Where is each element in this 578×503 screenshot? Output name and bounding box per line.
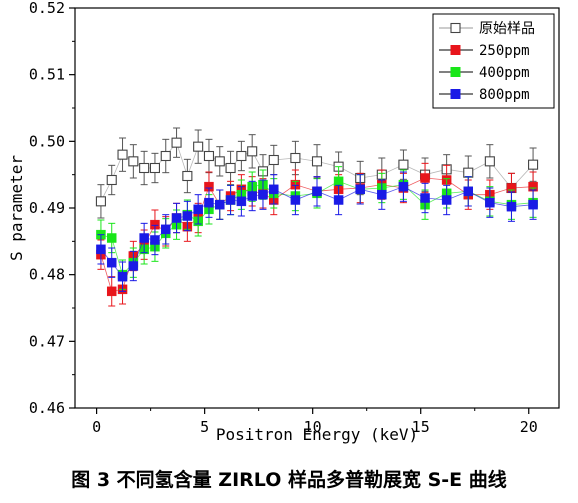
y-tick-label: 0.49 bbox=[29, 199, 65, 217]
legend-label: 400ppm bbox=[479, 65, 530, 81]
series-layer bbox=[95, 127, 539, 307]
data-point bbox=[128, 261, 139, 271]
data-point bbox=[236, 150, 247, 162]
legend-label: 800ppm bbox=[479, 87, 530, 103]
data-point bbox=[225, 195, 236, 205]
data-point bbox=[247, 146, 258, 157]
data-point bbox=[214, 156, 225, 167]
legend-marker bbox=[450, 22, 461, 34]
data-point bbox=[149, 162, 160, 174]
data-point bbox=[333, 195, 344, 205]
data-point bbox=[333, 176, 344, 187]
legend-marker bbox=[450, 89, 461, 99]
data-point bbox=[128, 156, 139, 167]
legend: 原始样品 250ppm 400ppm 800ppm bbox=[432, 13, 555, 109]
data-point bbox=[160, 150, 171, 162]
data-point bbox=[247, 191, 257, 201]
data-point bbox=[106, 174, 117, 186]
y-tick-label: 0.52 bbox=[29, 0, 65, 17]
data-point bbox=[106, 233, 117, 243]
data-point bbox=[139, 233, 149, 243]
data-point bbox=[311, 156, 323, 167]
data-point bbox=[150, 235, 160, 245]
data-point bbox=[171, 137, 182, 148]
x-tick-label: 0 bbox=[92, 418, 101, 436]
data-point bbox=[485, 197, 495, 208]
data-point bbox=[463, 186, 473, 197]
data-point bbox=[95, 196, 106, 207]
data-point bbox=[258, 189, 268, 200]
legend-marker bbox=[450, 67, 461, 77]
data-point bbox=[236, 196, 247, 207]
data-point bbox=[203, 150, 215, 162]
series-4 bbox=[96, 171, 538, 292]
legend-item: 250ppm bbox=[439, 43, 530, 59]
legend-marker bbox=[450, 45, 461, 55]
data-point bbox=[528, 199, 538, 210]
data-point bbox=[117, 271, 128, 282]
y-tick-label: 0.46 bbox=[29, 399, 65, 417]
legend-label: 250ppm bbox=[479, 43, 530, 59]
data-point bbox=[398, 181, 409, 192]
y-tick-label: 0.51 bbox=[29, 66, 65, 84]
data-point bbox=[139, 162, 150, 174]
x-tick-label: 10 bbox=[304, 418, 322, 436]
data-point bbox=[171, 213, 182, 223]
data-point bbox=[355, 184, 365, 195]
y-tick-label: 0.47 bbox=[29, 332, 65, 350]
data-point bbox=[506, 201, 517, 212]
data-point bbox=[420, 173, 430, 183]
data-point bbox=[106, 257, 117, 268]
data-point bbox=[161, 224, 171, 235]
data-point bbox=[484, 156, 495, 167]
data-point bbox=[463, 167, 474, 178]
legend-item: 原始样品 bbox=[439, 21, 535, 37]
data-point bbox=[193, 141, 204, 152]
data-point bbox=[204, 197, 214, 208]
x-tick-label: 20 bbox=[520, 418, 538, 436]
data-point bbox=[398, 159, 409, 170]
data-point bbox=[182, 170, 193, 182]
data-point bbox=[528, 159, 539, 170]
data-point bbox=[96, 244, 106, 255]
x-tick-label: 15 bbox=[412, 418, 430, 436]
data-point bbox=[312, 186, 322, 197]
data-point bbox=[377, 189, 387, 200]
legend-label: 原始样品 bbox=[479, 21, 535, 37]
x-tick-label: 5 bbox=[200, 418, 209, 436]
y-tick-label: 0.50 bbox=[29, 132, 65, 150]
data-point bbox=[182, 211, 193, 221]
data-point bbox=[441, 195, 452, 205]
data-point bbox=[268, 154, 279, 166]
data-point bbox=[193, 204, 203, 215]
data-point bbox=[420, 193, 430, 203]
x-axis-title: Positron Energy (keV) bbox=[216, 425, 418, 444]
legend-item: 400ppm bbox=[439, 65, 530, 81]
y-tick-label: 0.48 bbox=[29, 266, 65, 284]
data-point bbox=[269, 184, 279, 195]
data-point bbox=[117, 149, 128, 160]
axes-layer: 0 5 10 15 20 0.46 0.47 0.48 0.49 0.50 0.51 0.52 bbox=[29, 0, 538, 436]
data-point bbox=[225, 162, 236, 174]
figure-caption: 图 3 不同氢含量 ZIRLO 样品多普勒展宽 S-E 曲线 bbox=[71, 468, 507, 491]
data-point bbox=[215, 199, 225, 210]
data-point bbox=[290, 152, 301, 164]
y-axis-title: S parameter bbox=[7, 155, 26, 261]
data-point bbox=[106, 286, 117, 297]
data-point bbox=[290, 195, 301, 205]
legend-item: 800ppm bbox=[439, 87, 530, 103]
